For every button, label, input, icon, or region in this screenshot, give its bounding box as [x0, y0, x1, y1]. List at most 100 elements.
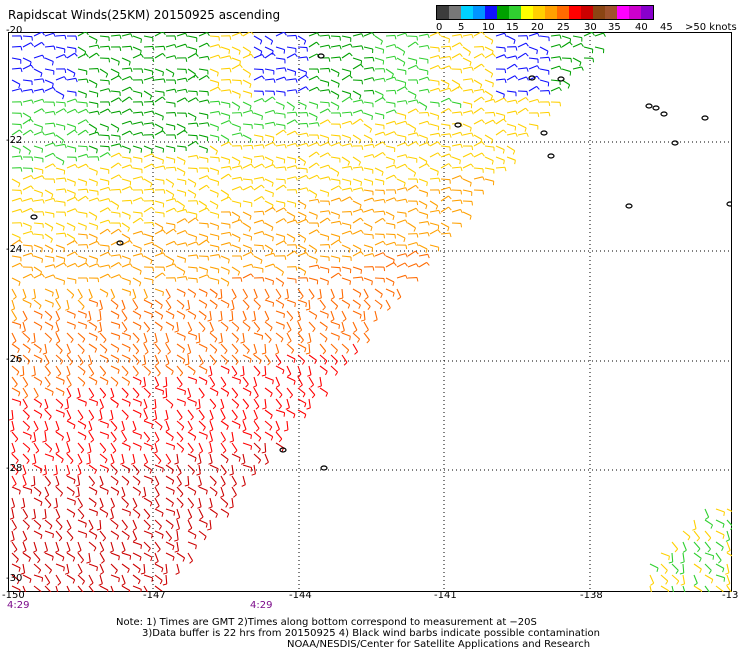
wind-barb-flag [259, 438, 261, 441]
wind-barb-flag [195, 535, 196, 539]
wind-barb-flag [162, 535, 163, 539]
wind-barb-flag [248, 328, 250, 332]
wind-barb-flag [449, 66, 451, 69]
wind-barb-flag [200, 363, 203, 365]
wind-barb [452, 157, 460, 160]
wind-barb-flag [16, 559, 18, 562]
wind-barb-flag [302, 361, 304, 364]
wind-barb [364, 209, 373, 212]
wind-barb-flag [152, 314, 153, 318]
wind-barb [144, 333, 147, 342]
wind-barb [353, 245, 361, 249]
wind-barb [232, 58, 240, 61]
time-label-left: 4:29 [7, 600, 29, 611]
wind-barb-flag [139, 569, 141, 573]
wind-barb-flag [105, 350, 107, 353]
wind-barb-flag [288, 341, 291, 343]
wind-barb [496, 167, 505, 168]
wind-barb-flag [709, 570, 711, 573]
wind-barb-flag [278, 363, 281, 366]
wind-barb [463, 89, 472, 91]
wind-barb-flag [243, 429, 246, 431]
wind-barb-flag [185, 219, 188, 222]
wind-barb-flag [172, 195, 173, 199]
wind-barb-flag [208, 375, 212, 377]
wind-barb-flag [315, 316, 316, 320]
wind-barb [287, 300, 295, 303]
wind-barb-flag [51, 227, 52, 231]
wind-barb-flag [229, 121, 231, 124]
wind-barb [452, 43, 460, 47]
wind-barb-flag [241, 463, 245, 464]
wind-barb [320, 68, 329, 69]
wind-barb [408, 142, 416, 146]
wind-barb-flag [218, 320, 222, 321]
wind-barb-flag [461, 132, 463, 136]
wind-barb [188, 333, 197, 336]
wind-barb-flag [100, 407, 103, 409]
wind-barb [210, 69, 218, 72]
wind-barb [177, 476, 181, 484]
wind-barb [122, 187, 130, 190]
wind-barb-flag [235, 395, 238, 398]
wind-barb [243, 432, 252, 435]
wind-barb-flag [54, 179, 55, 183]
wind-barb [155, 553, 158, 561]
wind-barb-flag [152, 479, 153, 483]
wind-barb [56, 564, 64, 567]
wind-barb-flag [503, 150, 504, 154]
wind-barb-flag [86, 94, 87, 98]
wind-barb [89, 399, 97, 402]
wind-barb [232, 47, 240, 51]
wind-barb [23, 520, 29, 526]
wind-barb-flag [119, 153, 121, 156]
wind-barb [56, 553, 64, 557]
wind-barb-flag [207, 176, 209, 179]
wind-barb-flag [427, 262, 430, 265]
wind-barb [386, 69, 393, 74]
wind-barb [12, 443, 15, 452]
legend-swatch [617, 6, 629, 19]
wind-barb-flag [53, 457, 54, 461]
wind-barb-flag [86, 54, 88, 57]
wind-barb-flag [428, 112, 429, 116]
wind-barb-flag [549, 91, 550, 95]
wind-barb-flag [91, 418, 94, 421]
wind-barb [232, 177, 241, 179]
wind-barb-flag [220, 408, 224, 410]
wind-barb-flag [147, 439, 150, 442]
wind-barb [34, 377, 42, 382]
wind-barb-flag [697, 549, 700, 552]
wind-barb-flag [142, 231, 144, 235]
wind-barb-flag [406, 199, 407, 203]
wind-barb [89, 454, 90, 463]
wind-barb [243, 234, 252, 237]
wind-barb [89, 212, 97, 217]
wind-barb [56, 509, 60, 517]
wind-barb-flag [403, 52, 404, 56]
legend-swatch [581, 6, 593, 19]
wind-barb-flag [228, 370, 229, 374]
wind-barb-flag [683, 550, 686, 552]
wind-barb-flag [79, 297, 82, 300]
wind-barb-flag [428, 45, 429, 49]
wind-barb-flag [323, 351, 326, 354]
wind-barb-flag [305, 205, 306, 209]
wind-barb-flag [427, 138, 428, 142]
wind-barb-flag [251, 54, 253, 57]
wind-barb [210, 377, 215, 385]
wind-barb [408, 109, 416, 113]
wind-barb [221, 113, 230, 116]
wind-barb-flag [461, 223, 462, 227]
wind-barb [551, 66, 560, 69]
wind-barb-flag [274, 91, 275, 95]
wind-barb-flag [179, 417, 182, 420]
wind-barb-flag [64, 248, 65, 252]
wind-barb [199, 135, 208, 137]
wind-barb [45, 509, 46, 518]
wind-barb-flag [74, 73, 75, 77]
wind-barb [705, 509, 709, 517]
wind-barb-flag [124, 330, 127, 333]
wind-barb [111, 322, 120, 325]
wind-barb-flag [239, 238, 240, 242]
